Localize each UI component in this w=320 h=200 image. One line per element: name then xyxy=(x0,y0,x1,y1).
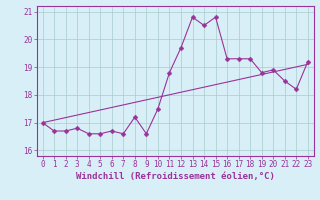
X-axis label: Windchill (Refroidissement éolien,°C): Windchill (Refroidissement éolien,°C) xyxy=(76,172,275,181)
